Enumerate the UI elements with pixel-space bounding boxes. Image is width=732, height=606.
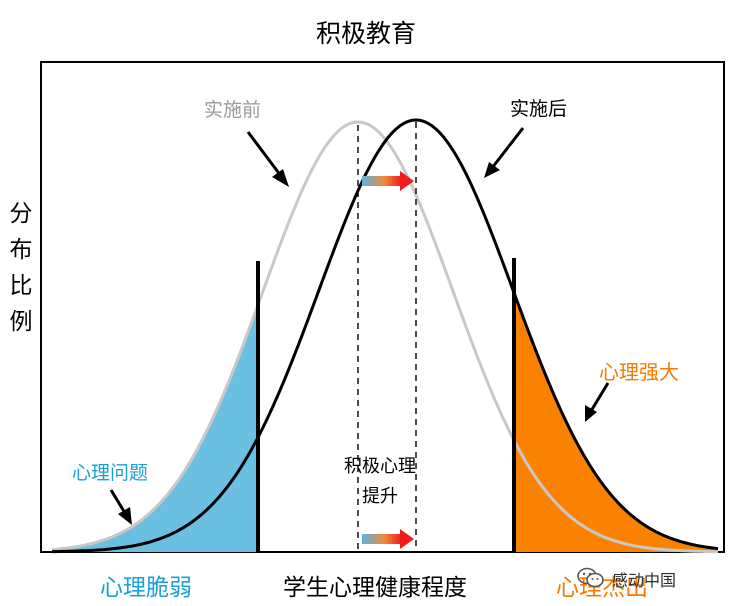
- curve-after-label: 实施后: [510, 98, 568, 120]
- diagram-title: 积极教育: [315, 19, 416, 48]
- pointer-arrow-before: [246, 131, 289, 187]
- plot-frame: [40, 61, 725, 553]
- problem-label: 心理问题: [72, 462, 149, 484]
- boost-label-line1: 积极心理: [344, 456, 416, 477]
- outstanding-region: [514, 292, 718, 552]
- strong-label: 心理强大: [599, 360, 679, 384]
- shift-arrow-top: [362, 171, 414, 191]
- pointer-arrow-problem: [109, 489, 132, 525]
- pointer-arrow-strong: [585, 382, 610, 422]
- curve-after: [52, 118, 719, 554]
- wechat-icon: [577, 567, 604, 588]
- shift-arrow-bottom: [362, 529, 414, 549]
- pointer-arrow-after: [484, 127, 525, 178]
- fragile-region: [52, 304, 258, 552]
- watermark-text: 感动中国: [612, 571, 677, 590]
- curve-before-label: 实施前: [204, 99, 262, 121]
- boost-label: 积极心理 提升: [330, 452, 430, 512]
- y-axis-label: 分布比例: [9, 201, 33, 335]
- boost-label-line2: 提升: [362, 486, 398, 507]
- x-axis-label: 学生心理健康程度: [283, 575, 467, 601]
- category-fragile: 心理脆弱: [100, 575, 192, 601]
